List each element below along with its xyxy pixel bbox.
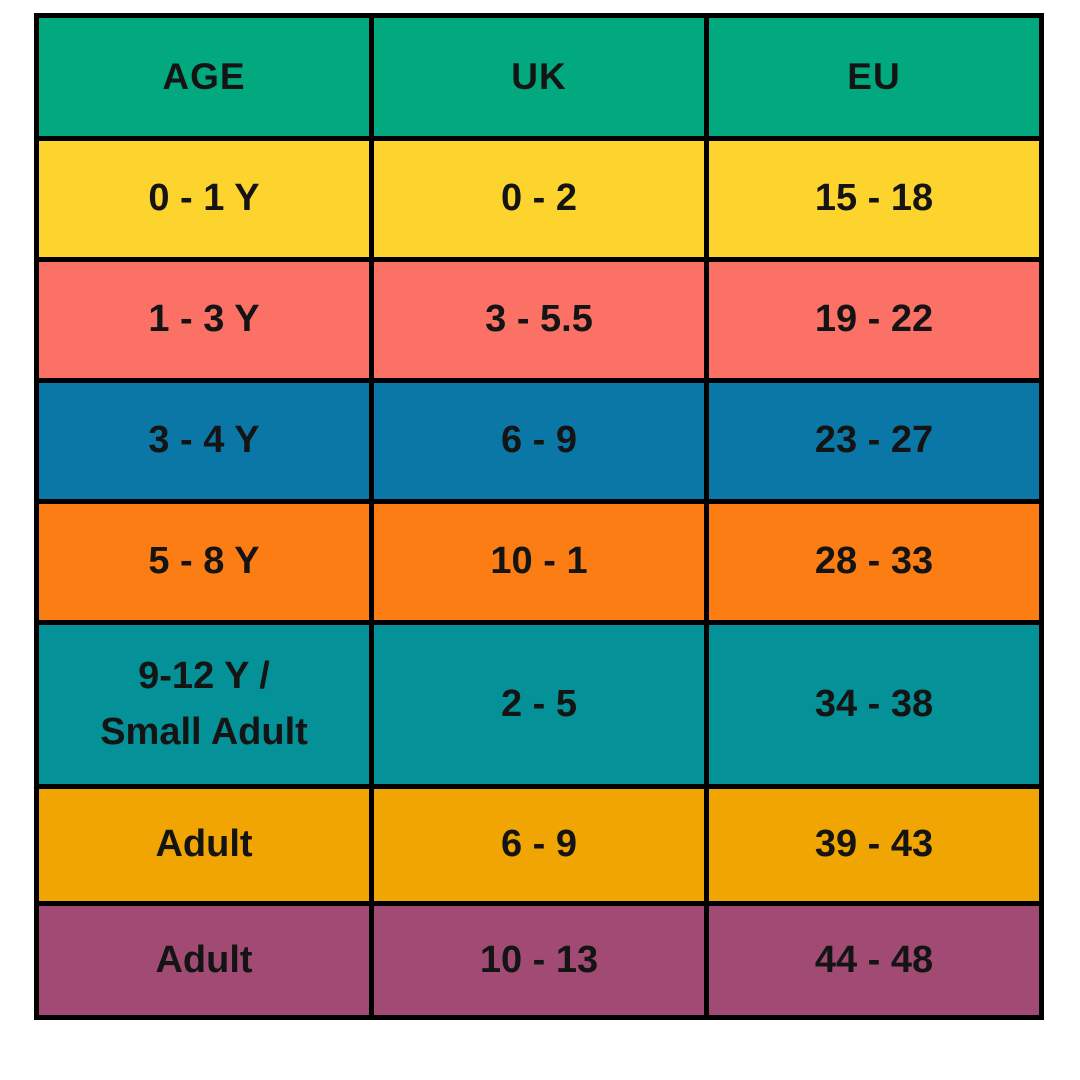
header-cell-uk: UK — [369, 13, 709, 141]
age-cell: 9-12 Y / Small Adult — [34, 620, 374, 789]
table-row-0-1y: 0 - 1 Y 0 - 2 15 - 18 — [34, 136, 1044, 262]
age-cell: 1 - 3 Y — [34, 257, 374, 383]
uk-cell: 10 - 1 — [369, 499, 709, 625]
age-cell: 3 - 4 Y — [34, 378, 374, 504]
eu-cell: 15 - 18 — [704, 136, 1044, 262]
uk-cell: 2 - 5 — [369, 620, 709, 789]
table-row-adult-small: Adult 6 - 9 39 - 43 — [34, 784, 1044, 906]
eu-cell: 34 - 38 — [704, 620, 1044, 789]
eu-cell: 44 - 48 — [704, 901, 1044, 1020]
header-cell-age: AGE — [34, 13, 374, 141]
header-cell-eu: EU — [704, 13, 1044, 141]
age-cell: Adult — [34, 784, 374, 906]
table-row-5-8y: 5 - 8 Y 10 - 1 28 - 33 — [34, 499, 1044, 625]
age-cell: Adult — [34, 901, 374, 1020]
eu-cell: 19 - 22 — [704, 257, 1044, 383]
table-row-adult-large: Adult 10 - 13 44 - 48 — [34, 901, 1044, 1020]
eu-cell: 28 - 33 — [704, 499, 1044, 625]
eu-cell: 23 - 27 — [704, 378, 1044, 504]
eu-cell: 39 - 43 — [704, 784, 1044, 906]
table-row-9-12y-small-adult: 9-12 Y / Small Adult 2 - 5 34 - 38 — [34, 620, 1044, 789]
uk-cell: 6 - 9 — [369, 378, 709, 504]
uk-cell: 10 - 13 — [369, 901, 709, 1020]
age-cell: 0 - 1 Y — [34, 136, 374, 262]
uk-cell: 6 - 9 — [369, 784, 709, 906]
uk-cell: 3 - 5.5 — [369, 257, 709, 383]
uk-cell: 0 - 2 — [369, 136, 709, 262]
header-row: AGE UK EU — [34, 13, 1044, 141]
size-chart-table: AGE UK EU 0 - 1 Y 0 - 2 15 - 18 1 - 3 Y … — [34, 13, 1044, 1020]
table-body: 0 - 1 Y 0 - 2 15 - 18 1 - 3 Y 3 - 5.5 19… — [34, 136, 1044, 1020]
table-row-1-3y: 1 - 3 Y 3 - 5.5 19 - 22 — [34, 257, 1044, 383]
table-row-3-4y: 3 - 4 Y 6 - 9 23 - 27 — [34, 378, 1044, 504]
age-cell: 5 - 8 Y — [34, 499, 374, 625]
table-header: AGE UK EU — [34, 13, 1044, 141]
